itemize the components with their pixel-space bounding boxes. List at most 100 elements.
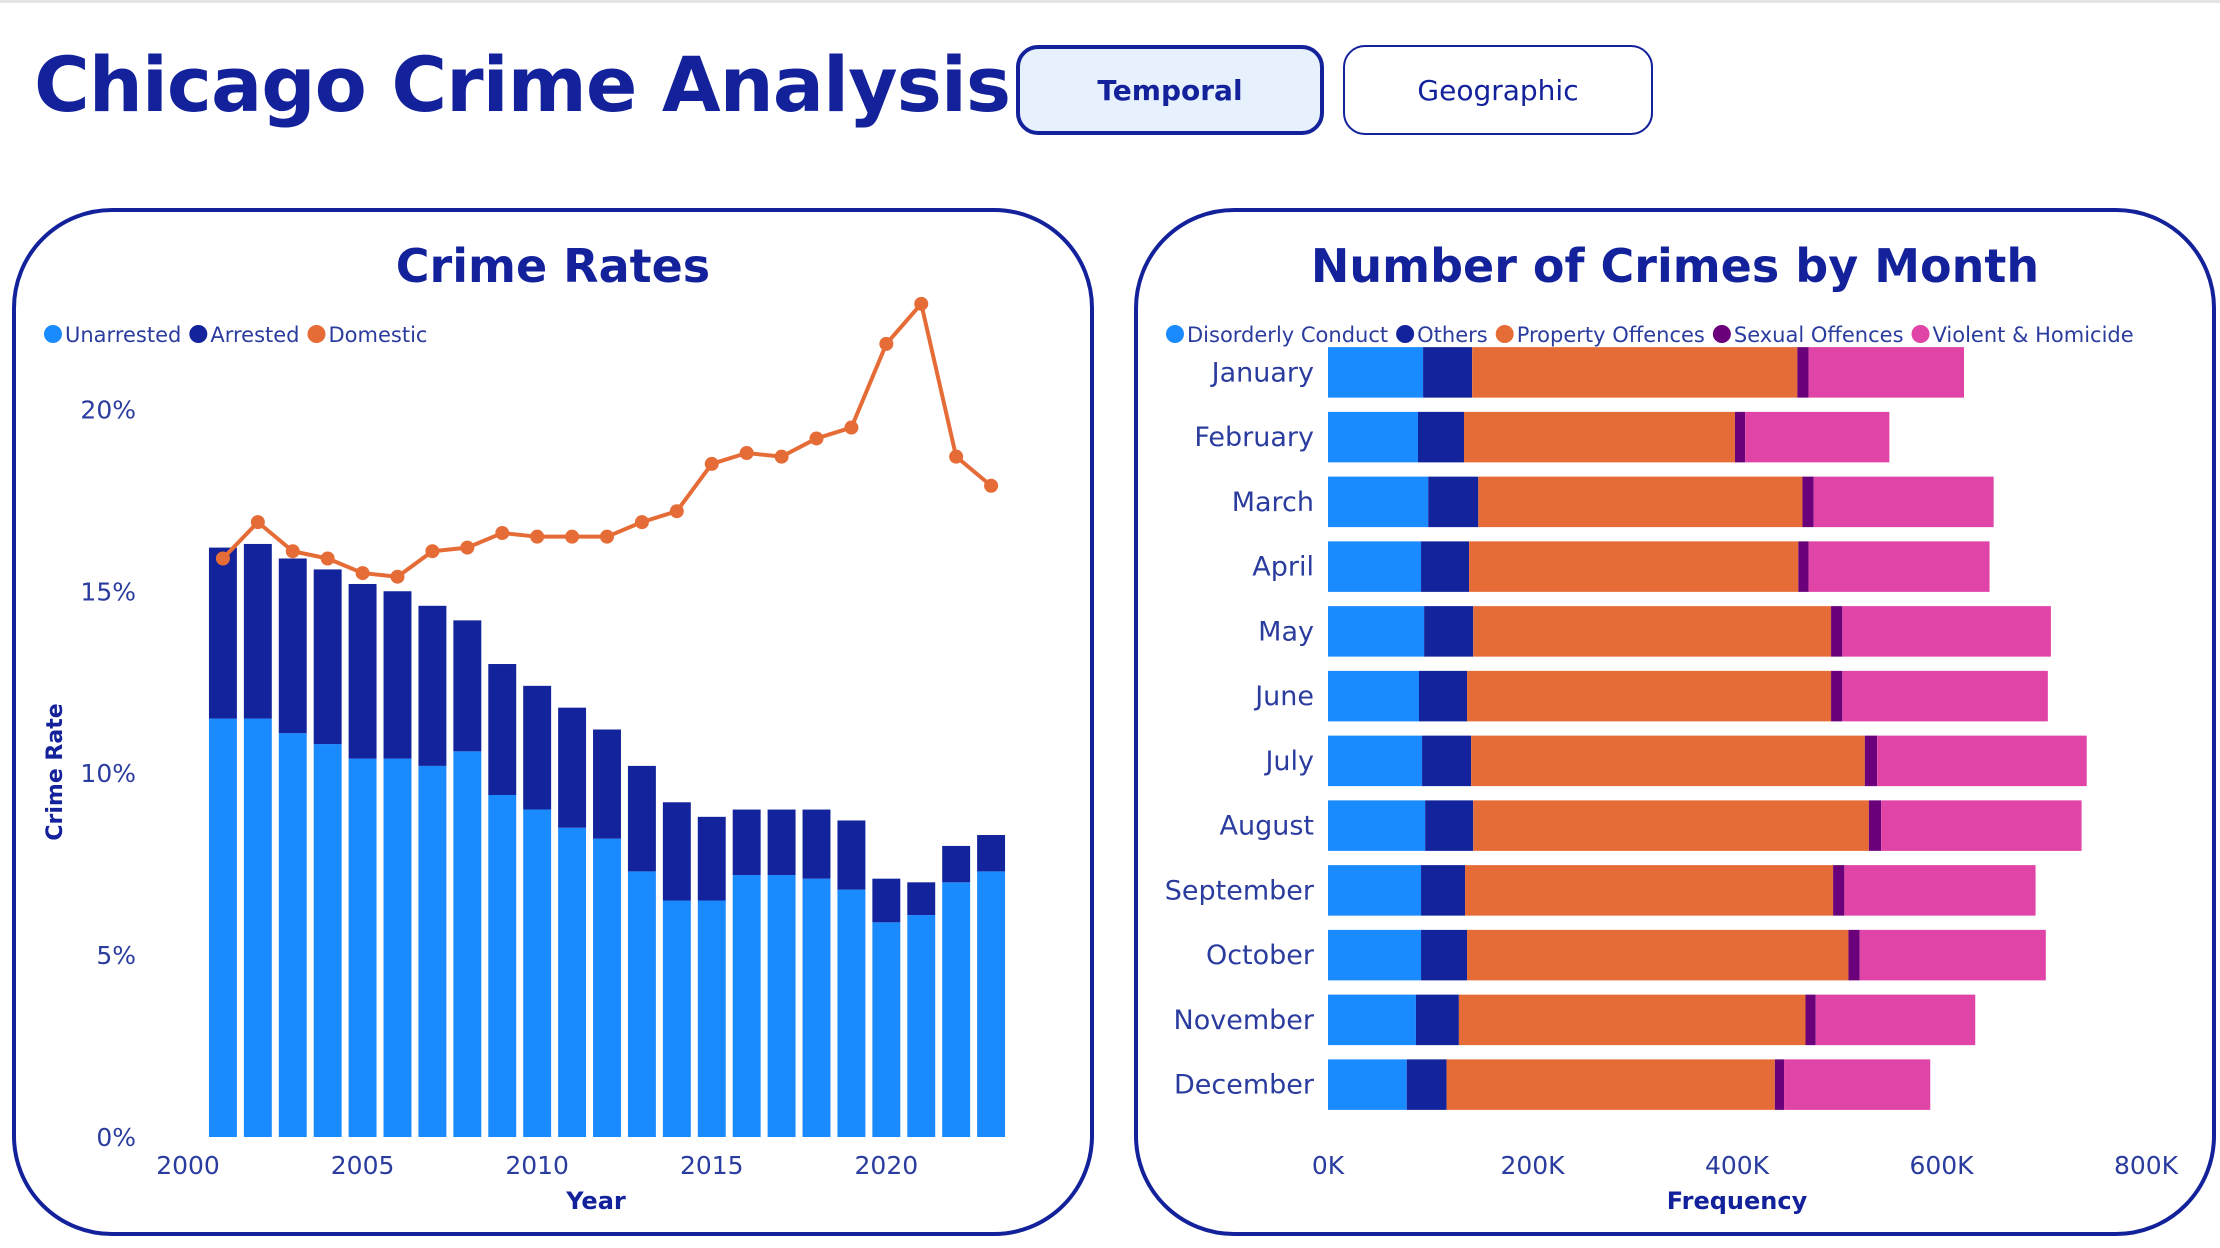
- bar-arrested-2016[interactable]: [732, 809, 761, 876]
- domestic-point-2004[interactable]: [320, 551, 335, 566]
- bar-arrested-2012[interactable]: [593, 729, 621, 839]
- bar-arrested-2011[interactable]: [558, 707, 587, 828]
- bar-disorderly-conduct-july[interactable]: [1328, 735, 1423, 787]
- bar-sexual-offences-january[interactable]: [1797, 347, 1809, 398]
- domestic-point-2002[interactable]: [250, 515, 265, 530]
- bar-unarrested-2018[interactable]: [802, 878, 831, 1137]
- bar-others-january[interactable]: [1423, 347, 1473, 398]
- bar-arrested-2006[interactable]: [383, 591, 412, 759]
- bar-others-september[interactable]: [1421, 865, 1466, 916]
- domestic-point-2019[interactable]: [844, 420, 859, 435]
- bar-sexual-offences-september[interactable]: [1833, 865, 1845, 916]
- domestic-point-2007[interactable]: [425, 544, 440, 559]
- bar-arrested-2015[interactable]: [697, 816, 726, 901]
- bar-unarrested-2017[interactable]: [767, 875, 796, 1137]
- bar-property-offences-april[interactable]: [1469, 541, 1799, 592]
- bar-arrested-2014[interactable]: [662, 802, 691, 901]
- bar-violent-and-homicide-july[interactable]: [1877, 735, 2087, 787]
- bar-arrested-2018[interactable]: [802, 809, 831, 879]
- domestic-point-2023[interactable]: [984, 478, 999, 493]
- bar-unarrested-2009[interactable]: [488, 795, 517, 1137]
- bar-disorderly-conduct-september[interactable]: [1328, 865, 1422, 916]
- domestic-point-2022[interactable]: [949, 449, 964, 464]
- bar-unarrested-2023[interactable]: [977, 871, 1006, 1137]
- domestic-point-2009[interactable]: [495, 526, 510, 541]
- bar-violent-and-homicide-june[interactable]: [1842, 670, 2048, 722]
- bar-arrested-2010[interactable]: [523, 685, 552, 810]
- bar-disorderly-conduct-december[interactable]: [1328, 1059, 1407, 1110]
- bar-property-offences-november[interactable]: [1458, 994, 1806, 1046]
- bar-violent-and-homicide-march[interactable]: [1813, 476, 1994, 528]
- bar-violent-and-homicide-february[interactable]: [1745, 411, 1890, 463]
- bar-property-offences-august[interactable]: [1473, 800, 1869, 851]
- bar-unarrested-2015[interactable]: [697, 900, 726, 1137]
- bar-unarrested-2014[interactable]: [662, 900, 691, 1137]
- domestic-point-2015[interactable]: [704, 456, 719, 471]
- bar-property-offences-february[interactable]: [1463, 411, 1735, 463]
- bar-arrested-2007[interactable]: [418, 605, 447, 766]
- legend-label-domestic[interactable]: Domestic: [329, 323, 428, 347]
- bar-others-july[interactable]: [1422, 735, 1472, 787]
- bar-violent-and-homicide-november[interactable]: [1815, 994, 1976, 1046]
- domestic-point-2016[interactable]: [739, 446, 754, 460]
- bar-unarrested-2007[interactable]: [418, 765, 447, 1137]
- domestic-point-2012[interactable]: [600, 529, 614, 544]
- bar-disorderly-conduct-january[interactable]: [1328, 347, 1424, 398]
- domestic-point-2018[interactable]: [809, 431, 824, 446]
- domestic-point-2021[interactable]: [914, 296, 929, 311]
- domestic-point-2008[interactable]: [460, 540, 475, 555]
- bar-property-offences-june[interactable]: [1467, 670, 1832, 722]
- bar-sexual-offences-july[interactable]: [1864, 735, 1878, 787]
- bar-others-may[interactable]: [1424, 606, 1474, 657]
- bar-violent-and-homicide-august[interactable]: [1881, 800, 2082, 851]
- bar-unarrested-2011[interactable]: [558, 827, 587, 1137]
- bar-sexual-offences-august[interactable]: [1868, 800, 1882, 851]
- bar-arrested-2009[interactable]: [488, 664, 517, 795]
- bar-arrested-2003[interactable]: [278, 558, 307, 734]
- bar-arrested-2001[interactable]: [208, 547, 237, 719]
- bar-unarrested-2020[interactable]: [872, 922, 901, 1137]
- bar-property-offences-july[interactable]: [1471, 735, 1865, 787]
- bar-arrested-2021[interactable]: [907, 882, 936, 916]
- domestic-point-2011[interactable]: [565, 529, 580, 544]
- bar-others-march[interactable]: [1428, 476, 1479, 528]
- bar-arrested-2002[interactable]: [243, 543, 272, 719]
- bar-arrested-2020[interactable]: [872, 878, 901, 923]
- domestic-point-2001[interactable]: [215, 551, 230, 566]
- bar-property-offences-december[interactable]: [1446, 1059, 1775, 1110]
- bar-arrested-2008[interactable]: [453, 620, 482, 752]
- bar-others-august[interactable]: [1425, 800, 1474, 851]
- bar-arrested-2019[interactable]: [837, 820, 866, 890]
- bar-violent-and-homicide-april[interactable]: [1808, 541, 1990, 592]
- bar-disorderly-conduct-august[interactable]: [1328, 800, 1426, 851]
- legend-label-violent-and-homicide[interactable]: Violent & Homicide: [1933, 323, 2134, 347]
- bar-arrested-2023[interactable]: [977, 835, 1006, 872]
- bar-unarrested-2004[interactable]: [313, 744, 342, 1137]
- bar-others-december[interactable]: [1406, 1059, 1447, 1110]
- legend-label-disorderly-conduct[interactable]: Disorderly Conduct: [1187, 323, 1388, 347]
- bar-unarrested-2021[interactable]: [907, 915, 936, 1137]
- bar-arrested-2017[interactable]: [767, 809, 796, 876]
- bar-arrested-2005[interactable]: [348, 583, 377, 759]
- legend-label-arrested[interactable]: Arrested: [210, 323, 299, 347]
- domestic-point-2005[interactable]: [355, 566, 370, 581]
- bar-unarrested-2019[interactable]: [837, 889, 866, 1137]
- bar-others-april[interactable]: [1421, 541, 1470, 592]
- bar-sexual-offences-november[interactable]: [1805, 994, 1816, 1046]
- domestic-point-2017[interactable]: [774, 449, 789, 464]
- bar-sexual-offences-april[interactable]: [1798, 541, 1809, 592]
- bar-others-november[interactable]: [1415, 994, 1459, 1046]
- bar-disorderly-conduct-may[interactable]: [1328, 606, 1425, 657]
- bar-unarrested-2022[interactable]: [942, 882, 971, 1137]
- domestic-point-2010[interactable]: [530, 529, 545, 544]
- bar-property-offences-march[interactable]: [1478, 476, 1803, 528]
- bar-unarrested-2003[interactable]: [278, 733, 307, 1137]
- tab-geographic[interactable]: Geographic: [1343, 45, 1653, 135]
- bar-unarrested-2010[interactable]: [523, 809, 552, 1137]
- bar-sexual-offences-june[interactable]: [1831, 670, 1843, 722]
- domestic-point-2003[interactable]: [285, 544, 300, 559]
- bar-violent-and-homicide-december[interactable]: [1784, 1059, 1931, 1110]
- bar-unarrested-2012[interactable]: [593, 838, 621, 1137]
- bar-disorderly-conduct-october[interactable]: [1328, 929, 1422, 981]
- bar-sexual-offences-december[interactable]: [1774, 1059, 1785, 1110]
